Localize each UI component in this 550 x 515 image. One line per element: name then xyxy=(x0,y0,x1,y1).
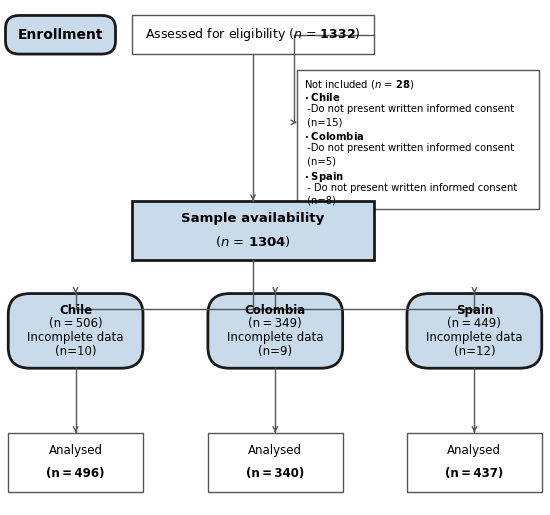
Text: Not included ($\it{n}$ = $\bf{28}$): Not included ($\it{n}$ = $\bf{28}$) xyxy=(304,78,414,91)
FancyBboxPatch shape xyxy=(8,294,143,368)
Text: ($\it{n}$ = $\bf{1304}$): ($\it{n}$ = $\bf{1304}$) xyxy=(215,234,291,249)
Text: (n = 437): (n = 437) xyxy=(446,467,503,480)
Bar xyxy=(407,433,542,492)
Text: Spain: Spain xyxy=(456,303,493,317)
Text: $\bf{\bullet}$ $\bf{Spain}$: $\bf{\bullet}$ $\bf{Spain}$ xyxy=(304,170,344,184)
Text: (n=9): (n=9) xyxy=(258,345,293,358)
Text: Chile: Chile xyxy=(59,303,92,317)
Text: Analysed: Analysed xyxy=(48,444,103,457)
Text: Analysed: Analysed xyxy=(447,444,502,457)
Text: Colombia: Colombia xyxy=(245,303,306,317)
Text: (n = 349): (n = 349) xyxy=(249,317,302,331)
Text: $\bf{\bullet}$ $\bf{Chile}$: $\bf{\bullet}$ $\bf{Chile}$ xyxy=(304,91,340,103)
Text: Incomplete data: Incomplete data xyxy=(426,331,522,345)
Text: $\bf{\bullet}$ $\bf{Colombia}$: $\bf{\bullet}$ $\bf{Colombia}$ xyxy=(304,130,364,142)
Text: Incomplete data: Incomplete data xyxy=(227,331,323,345)
Bar xyxy=(132,15,374,54)
Text: Incomplete data: Incomplete data xyxy=(28,331,124,345)
Text: (n=5): (n=5) xyxy=(304,157,336,166)
Bar xyxy=(132,201,374,260)
Text: Enrollment: Enrollment xyxy=(18,28,103,42)
FancyBboxPatch shape xyxy=(407,294,542,368)
Bar xyxy=(208,433,343,492)
Text: Assessed for eligibility ($\it{n}$ = $\bf{1332}$): Assessed for eligibility ($\it{n}$ = $\b… xyxy=(145,26,361,43)
Text: (n = 496): (n = 496) xyxy=(46,467,105,480)
Bar xyxy=(297,70,539,209)
Text: Sample availability: Sample availability xyxy=(182,212,324,225)
Text: (n = 449): (n = 449) xyxy=(448,317,501,331)
Text: Analysed: Analysed xyxy=(248,444,302,457)
Bar xyxy=(8,433,143,492)
FancyBboxPatch shape xyxy=(208,294,343,368)
Text: (n = 340): (n = 340) xyxy=(246,467,304,480)
Text: - Do not present written informed consent: - Do not present written informed consen… xyxy=(304,183,517,193)
Text: (n = 506): (n = 506) xyxy=(49,317,102,331)
Text: -Do not present written informed consent: -Do not present written informed consent xyxy=(304,144,514,153)
Text: (n=15): (n=15) xyxy=(304,117,342,127)
Text: (n=12): (n=12) xyxy=(454,345,495,358)
FancyBboxPatch shape xyxy=(6,15,115,54)
Text: -Do not present written informed consent: -Do not present written informed consent xyxy=(304,104,514,114)
Text: (n=10): (n=10) xyxy=(55,345,96,358)
Text: (n=8): (n=8) xyxy=(304,196,336,206)
